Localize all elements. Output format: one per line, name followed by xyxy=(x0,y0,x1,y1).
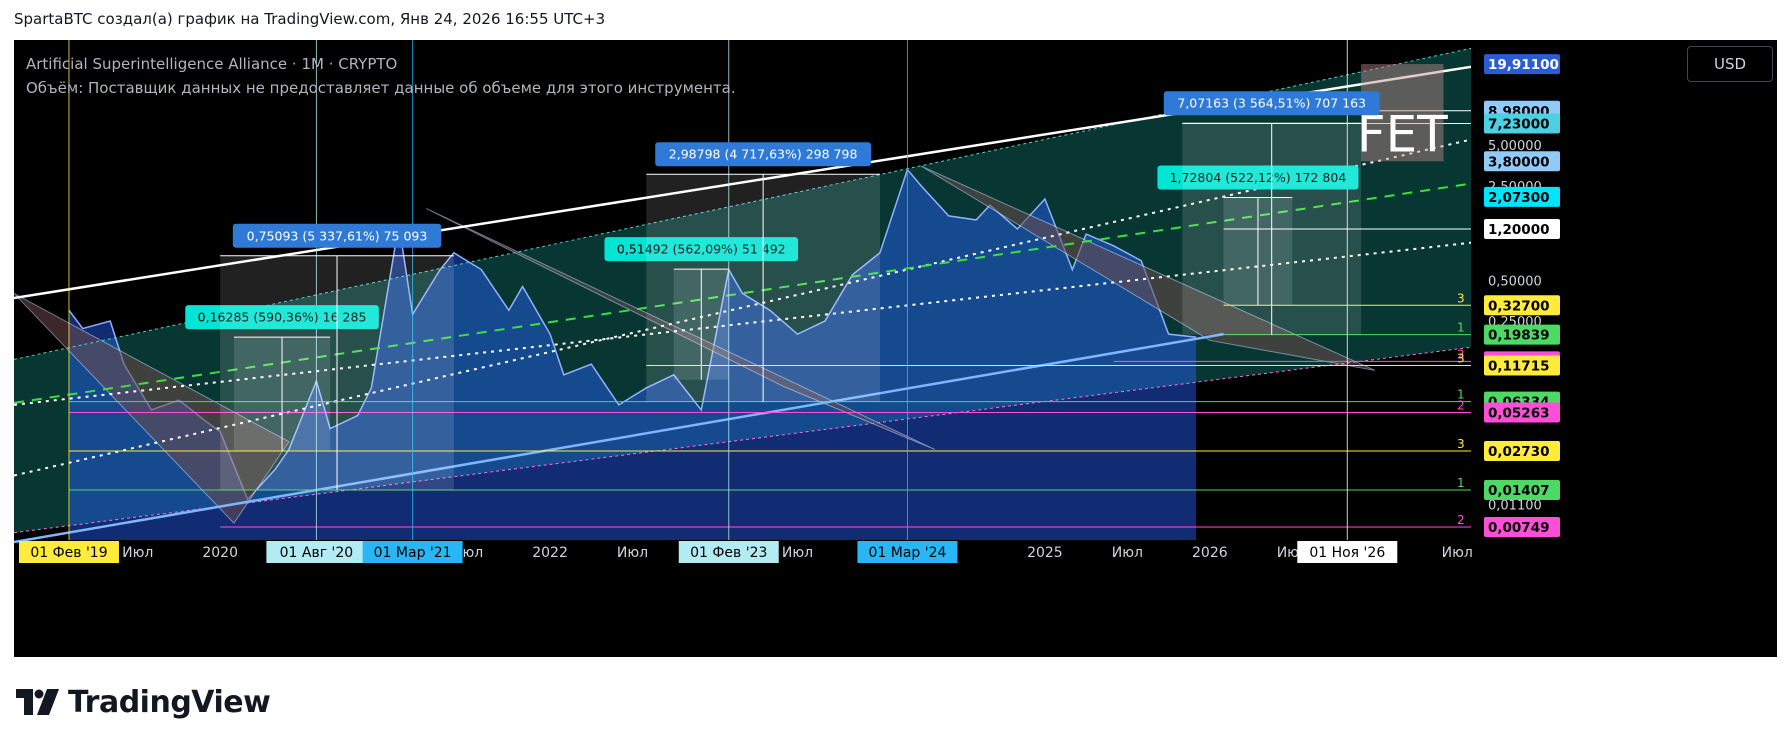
measure-label: 0,51492 (562,09%) 51 492 xyxy=(617,242,786,257)
date-marker-label: 01 Фев '19 xyxy=(30,545,107,561)
price-label: 0,05263 xyxy=(1488,406,1550,422)
price-label-bg xyxy=(1484,324,1560,345)
price-axis-tick: 5,00000 xyxy=(1488,139,1542,154)
date-marker-label: 01 Ноя '26 xyxy=(1309,545,1385,561)
time-axis-tick: 2025 xyxy=(1027,545,1063,561)
chart-caption: SpartaBTC создал(а) график на TradingVie… xyxy=(14,10,606,28)
time-axis-tick: Июл xyxy=(1442,545,1473,561)
price-label: 0,11715 xyxy=(1488,359,1550,375)
measure-label: 2,98798 (4 717,63%) 298 798 xyxy=(669,147,858,162)
fib-level-number: 1 xyxy=(1457,321,1465,335)
time-axis-tick: 2020 xyxy=(202,545,238,561)
price-label-bg xyxy=(1484,479,1560,500)
price-label-bg xyxy=(1484,218,1560,239)
price-label-bg xyxy=(1484,295,1560,316)
measure-label: 0,16285 (590,36%) 16 285 xyxy=(198,310,367,325)
falling-wedge xyxy=(920,165,1375,371)
price-axis-tick: 0,50000 xyxy=(1488,274,1542,289)
fib-level-number: 3 xyxy=(1457,291,1465,305)
channel-bottom-line xyxy=(14,346,1472,534)
date-marker-badge xyxy=(1297,541,1398,563)
support-line xyxy=(14,332,1224,544)
fib-level-number: 2 xyxy=(1457,513,1465,527)
measure-label-bg xyxy=(185,305,379,330)
falling-wedge xyxy=(426,208,936,451)
price-label-bg xyxy=(1484,355,1560,376)
price-label-bg xyxy=(1484,186,1560,207)
price-label: 0,32700 xyxy=(1488,298,1550,314)
price-label: 2,07300 xyxy=(1488,190,1550,206)
measure-label: 1,72804 (522,12%) 172 804 xyxy=(1170,170,1347,185)
tradingview-logo-text: TradingView xyxy=(68,684,271,720)
date-marker-label: 01 Авг '20 xyxy=(280,545,354,561)
time-axis-tick: 2026 xyxy=(1192,545,1228,561)
price-label-bg xyxy=(1484,402,1560,423)
price-label: 0,02730 xyxy=(1488,444,1550,460)
chart-panel[interactable]: 3 1 2 3 1 2 3 1 2 FET 0,16285 (590,36%) 16 285 0,75… xyxy=(14,40,1777,657)
price-label: 3,80000 xyxy=(1488,154,1550,170)
date-marker-label: 01 Мар '24 xyxy=(868,545,946,561)
price-label-bg xyxy=(1484,113,1560,134)
date-marker-label: 01 Мар '21 xyxy=(374,545,452,561)
time-axis-tick: Июл xyxy=(122,545,153,561)
measure-label-bg xyxy=(1157,165,1359,190)
time-axis-tick: Июл xyxy=(1112,545,1143,561)
price-label: 7,23000 xyxy=(1488,117,1550,133)
date-marker-badge xyxy=(857,541,958,563)
fib-level-number: 1 xyxy=(1457,476,1465,490)
date-marker-badge xyxy=(678,541,779,563)
fib-level-number: 2 xyxy=(1457,347,1465,361)
measure-label-bg xyxy=(604,237,799,262)
time-axis-tick: Июл xyxy=(782,545,813,561)
ma-line xyxy=(14,182,1472,404)
price-label-bg xyxy=(1484,151,1560,172)
measure-label-bg xyxy=(655,142,872,167)
date-marker-badge xyxy=(362,541,463,563)
measure-label: 7,07163 (3 564,51%) 707 163 xyxy=(1177,96,1366,111)
measure-label-bg xyxy=(1163,91,1380,116)
time-axis-tick: Июл xyxy=(617,545,648,561)
price-label: 19,91100 xyxy=(1488,57,1559,73)
price-area xyxy=(68,169,1197,540)
price-label: 0,00749 xyxy=(1488,520,1550,536)
measure-label: 0,75093 (5 337,61%) 75 093 xyxy=(247,228,428,243)
price-label: 0,19839 xyxy=(1488,328,1550,344)
trend-channel xyxy=(14,48,1471,533)
measure-label-bg xyxy=(232,223,442,248)
date-marker-badge xyxy=(266,541,367,563)
tradingview-logo-icon xyxy=(16,689,59,715)
fib-level-number: 1 xyxy=(1457,388,1465,402)
tradingview-logo[interactable]: TradingView xyxy=(16,684,271,720)
fib-level-number: 3 xyxy=(1457,352,1465,366)
price-label-bg xyxy=(1484,54,1560,75)
time-axis-tick: 2022 xyxy=(532,545,568,561)
price-label: 0,01407 xyxy=(1488,483,1550,499)
falling-wedge xyxy=(14,293,290,524)
price-label-bg xyxy=(1484,516,1560,537)
fib-level-number: 3 xyxy=(1457,437,1465,451)
date-marker-badge xyxy=(18,541,119,563)
date-marker-label: 01 Фев '23 xyxy=(690,545,767,561)
price-axis-tick: 0,01100 xyxy=(1488,498,1542,513)
currency-button[interactable]: USD xyxy=(1687,46,1773,82)
upper-dotted-line xyxy=(14,138,1472,477)
fib-level-number: 2 xyxy=(1457,399,1465,413)
price-label: 1,20000 xyxy=(1488,222,1550,238)
price-label-bg xyxy=(1484,441,1560,462)
